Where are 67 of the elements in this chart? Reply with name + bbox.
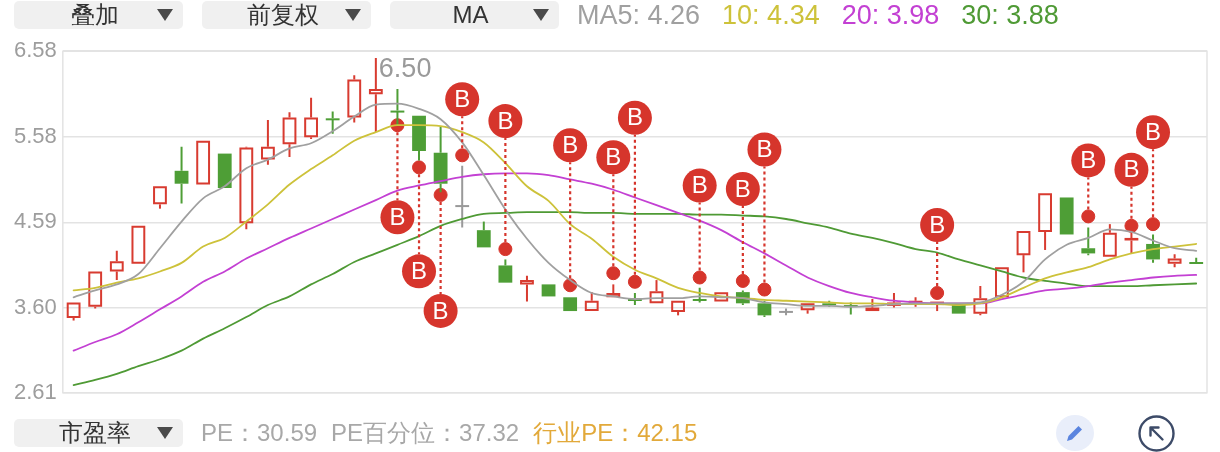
dropdown: 前复权 bbox=[202, 1, 371, 29]
point bbox=[412, 160, 427, 175]
text: MA5: 4.26 bbox=[577, 0, 701, 31]
text: 行业PE：42.15 bbox=[533, 418, 698, 448]
data-label: B bbox=[454, 84, 471, 112]
candlestick bbox=[109, 249, 124, 282]
point bbox=[930, 285, 945, 300]
candlestick bbox=[153, 186, 167, 210]
data-label: B bbox=[497, 106, 514, 134]
text: 20: 3.98 bbox=[841, 0, 940, 31]
point bbox=[1124, 218, 1139, 233]
candlestick bbox=[304, 96, 318, 140]
data-label: B bbox=[411, 256, 428, 284]
candlestick bbox=[520, 274, 534, 303]
point bbox=[735, 273, 750, 288]
text: 30: 3.88 bbox=[961, 0, 1059, 31]
point bbox=[498, 242, 513, 257]
candlestick bbox=[282, 111, 297, 159]
data-label: B bbox=[562, 130, 579, 158]
data-label: B bbox=[929, 210, 946, 238]
candlestick bbox=[261, 119, 275, 166]
point bbox=[433, 187, 448, 202]
dropdown: 叠加 bbox=[14, 1, 183, 29]
point bbox=[1081, 209, 1096, 224]
text: PE：30.59 bbox=[201, 418, 318, 448]
candlestick bbox=[347, 74, 362, 124]
annotation: 6.50 bbox=[378, 53, 432, 84]
y-tick-label: 4.59 bbox=[13, 208, 57, 234]
data-label: B bbox=[1145, 117, 1162, 145]
candlestick bbox=[800, 303, 815, 315]
candlestick bbox=[455, 164, 470, 229]
dropdown: 市盈率 bbox=[14, 419, 183, 447]
candlestick bbox=[1038, 193, 1052, 251]
point bbox=[627, 274, 642, 289]
text: PE百分位：37.32 bbox=[331, 418, 520, 448]
data-label: B bbox=[1123, 155, 1140, 183]
y-tick-label: 2.61 bbox=[13, 378, 57, 404]
data-label: B bbox=[605, 142, 622, 170]
candlestick bbox=[325, 110, 340, 135]
y-tick-label: 3.60 bbox=[13, 293, 57, 319]
point bbox=[692, 270, 707, 285]
data-label: B bbox=[734, 174, 751, 202]
point bbox=[1146, 217, 1161, 232]
point bbox=[606, 266, 621, 281]
candlestick bbox=[498, 258, 513, 283]
data-label: B bbox=[691, 171, 708, 199]
candlestick bbox=[606, 283, 621, 298]
point bbox=[455, 148, 470, 163]
point bbox=[757, 282, 772, 297]
candlestick bbox=[239, 147, 254, 231]
candlestick bbox=[1081, 226, 1096, 257]
candlestick bbox=[66, 302, 81, 322]
data-label: B bbox=[432, 296, 449, 324]
candlestick bbox=[649, 279, 664, 304]
candlestick bbox=[973, 285, 988, 317]
y-tick-label: 6.58 bbox=[13, 37, 57, 63]
candlestick bbox=[476, 220, 491, 248]
dropdown: MA bbox=[390, 1, 559, 29]
candlestick bbox=[1167, 253, 1182, 269]
y-tick-label: 5.58 bbox=[13, 123, 57, 149]
data-label: B bbox=[756, 135, 773, 163]
candlestick bbox=[174, 145, 189, 205]
data-label: B bbox=[389, 202, 406, 230]
data-label: B bbox=[626, 103, 643, 131]
candlestick bbox=[1016, 231, 1031, 274]
text: 10: 4.34 bbox=[722, 0, 820, 31]
data-label: B bbox=[1080, 146, 1097, 174]
